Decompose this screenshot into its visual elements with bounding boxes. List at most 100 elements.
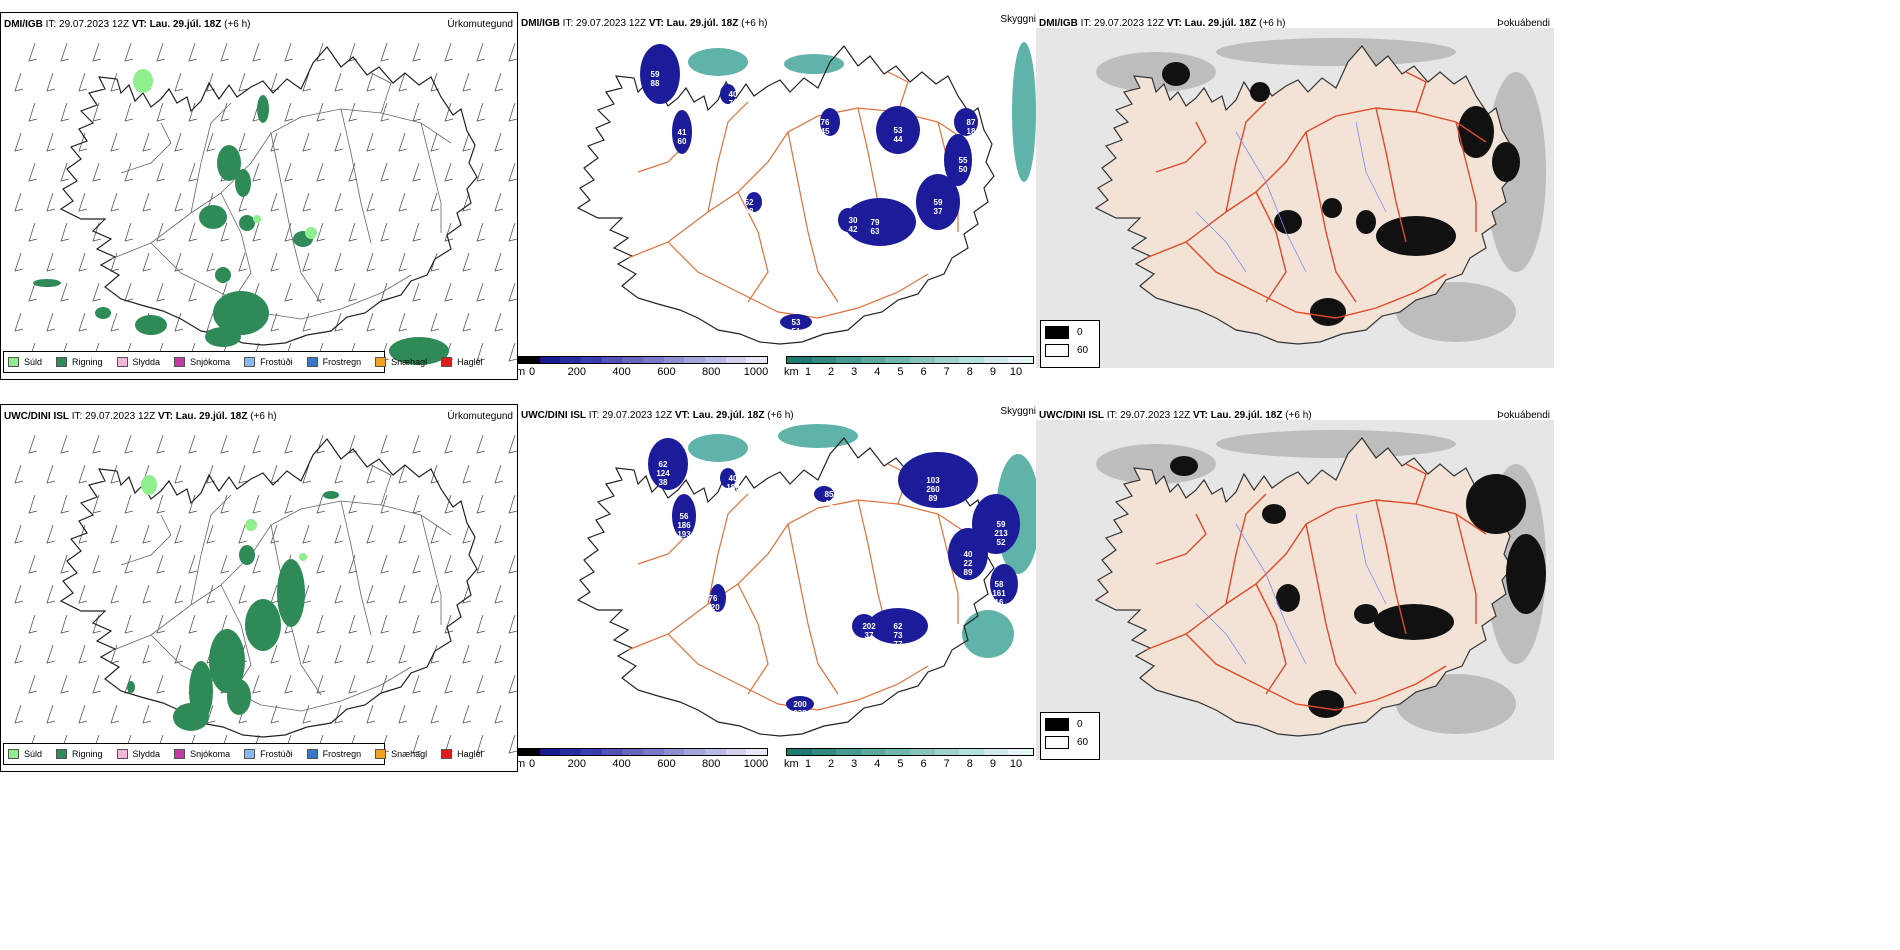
fog-legend-1: 0 60 xyxy=(1040,320,1100,368)
visibility-map-2-label: 124 xyxy=(656,469,670,478)
legend-label: Rigning xyxy=(72,357,103,367)
visibility-title-2: UWC/DINI ISL IT: 29.07.2023 12Z VT: Lau.… xyxy=(521,410,794,421)
legend-label: Rigning xyxy=(72,749,103,759)
visibility-map-1: 59 41 40 76 53 55 79 59 30 52 53 87 88 60 72 45 44 50 63 37… xyxy=(576,42,1036,345)
fog-map-2-land xyxy=(1094,437,1513,737)
colorbar-tick: 10 xyxy=(1009,366,1023,378)
colorbar-unit: km xyxy=(784,366,799,378)
colorbar-tick: 3 xyxy=(851,366,858,378)
colorbar-box xyxy=(705,749,726,755)
visibility-map-2-label: 24 xyxy=(825,508,834,517)
legend-swatch xyxy=(441,749,453,759)
visibility-map-2-label: 238 xyxy=(793,709,807,718)
precip-legend-item: Súld xyxy=(8,357,42,367)
visibility-map-2-label: 40 xyxy=(729,474,738,483)
visibility-map-2-label: 193 xyxy=(677,530,691,539)
visibility-map-2-label: 58 xyxy=(995,580,1004,589)
colorbar-tick: 0 xyxy=(528,366,536,378)
visibility-map-1-label: 37 xyxy=(934,207,943,216)
visibility-map-1-label: 72 xyxy=(729,99,738,108)
colorbar-box xyxy=(909,357,935,363)
visibility-map-1-label: 48 xyxy=(745,207,754,216)
precip-legend-item: Snjókoma xyxy=(174,357,230,367)
visibility-map-2-label: 59 xyxy=(997,520,1006,529)
visibility-map-1-label: 30 xyxy=(849,216,858,225)
visibility-map-1-label: 59 xyxy=(934,198,943,207)
visibility-map-2-label: 56 xyxy=(680,512,689,521)
legend-label: Snæhagl xyxy=(391,357,428,367)
colorbar-box xyxy=(560,749,582,755)
legend-label: Snæhagl xyxy=(391,749,428,759)
precip-legend-item: Snæhagl xyxy=(375,749,427,759)
colorbar-box xyxy=(860,749,886,755)
colorbar-tick: 800 xyxy=(702,366,721,378)
precip-legend-2: Súld Rigning Slydda Snjókoma Frostúði Frostre… xyxy=(3,743,483,765)
legend-label: Haglél xyxy=(457,749,483,759)
visibility-map-2-label: 200 xyxy=(793,700,807,709)
fog-map-1-fog-areas xyxy=(1162,62,1520,326)
precip-title-1: DMI/IGB IT: 29.07.2023 12Z VT: Lau. 29.j… xyxy=(4,19,251,30)
colorbar-box xyxy=(663,357,685,363)
colorbar-tick: 600 xyxy=(657,366,676,378)
legend-swatch xyxy=(375,357,387,367)
colorbar-tick: 4 xyxy=(874,366,881,378)
legend-label: 60 xyxy=(1077,737,1089,748)
colorbar-box xyxy=(519,749,540,755)
legend-swatch xyxy=(8,357,19,367)
legend-swatch xyxy=(8,749,19,759)
visibility-map-2-label: 161 xyxy=(992,589,1006,598)
colorbar-box xyxy=(787,357,812,363)
visibility-label-2: Skyggni xyxy=(1000,406,1036,417)
precip-map-2-wind-barbs xyxy=(14,434,517,754)
visibility-map-2-label: 73 xyxy=(894,631,903,640)
visibility-map-2: 62 56 40 103 40 59 58 62 202 76 200 85 124 186 189 260 2… xyxy=(576,424,1036,737)
fog-label-2: Þokuábendi xyxy=(1497,410,1550,421)
fog-legend-item: 0 xyxy=(1045,718,1095,731)
colorbar-box xyxy=(539,749,561,755)
colorbar-box xyxy=(705,357,726,363)
visibility-map-2-value-labels: 62 56 40 103 40 59 58 62 202 76 200 85 124 186 189 260 2… xyxy=(656,460,1008,727)
legend-label: Súld xyxy=(24,357,43,367)
visibility-label-1: Skyggni xyxy=(1000,14,1036,25)
visibility-map-1-label: 42 xyxy=(849,225,858,234)
colorbar-box xyxy=(860,357,886,363)
visibility-map-1-label: 18 xyxy=(967,127,976,136)
colorbar-box xyxy=(909,749,935,755)
visibility-map-2-label: 420 xyxy=(706,603,720,612)
precip-map-2-roads xyxy=(110,464,452,712)
legend-label: Frostregn xyxy=(322,749,362,759)
fog-legend-2: 0 60 xyxy=(1040,712,1100,760)
visibility-map-1-label: 51 xyxy=(792,327,801,336)
colorbar-tick: 6 xyxy=(920,366,927,378)
fog-map-2-rivers xyxy=(1195,513,1387,665)
colorbar-box xyxy=(560,357,582,363)
visibility-map-2-label: 202 xyxy=(862,622,876,631)
colorbar-box xyxy=(601,749,623,755)
visibility-map-2-label: 40 xyxy=(964,550,973,559)
visibility-map-1-label: 41 xyxy=(678,128,687,137)
visibility-map-2-label: 85 xyxy=(825,490,834,499)
precip-legend-item: Slydda xyxy=(116,749,161,759)
visibility-map-1-label: 87 xyxy=(967,118,976,127)
legend-label: Haglél xyxy=(457,357,483,367)
colorbar-boxes xyxy=(518,748,768,756)
colorbar-tick: 200 xyxy=(567,366,586,378)
visibility-map-2-label: 16 xyxy=(995,598,1004,607)
legend-swatch xyxy=(306,357,318,367)
fog-legend-item: 0 xyxy=(1045,326,1095,339)
precip-title-2: UWC/DINI ISL IT: 29.07.2023 12Z VT: Lau.… xyxy=(4,411,277,422)
visibility-map-2-label: 53 xyxy=(865,640,874,649)
visibility-title-1: DMI/IGB IT: 29.07.2023 12Z VT: Lau. 29.j… xyxy=(521,18,768,29)
precip-legend-item: Frostregn xyxy=(306,749,362,759)
visibility-map-2-label: 89 xyxy=(964,568,973,577)
colorbar-unit: m xyxy=(518,366,526,378)
colorbar-tick: 800 xyxy=(702,758,721,770)
colorbar-box xyxy=(811,749,837,755)
legend-swatch xyxy=(306,749,318,759)
legend-swatch xyxy=(56,749,68,759)
visibility-map-1-label: 52 xyxy=(745,198,754,207)
colorbar-box xyxy=(684,749,706,755)
legend-label: Slydda xyxy=(132,749,161,759)
legend-label: 0 xyxy=(1077,719,1083,730)
fog-title-1: DMI/IGB IT: 29.07.2023 12Z VT: Lau. 29.j… xyxy=(1039,18,1286,29)
